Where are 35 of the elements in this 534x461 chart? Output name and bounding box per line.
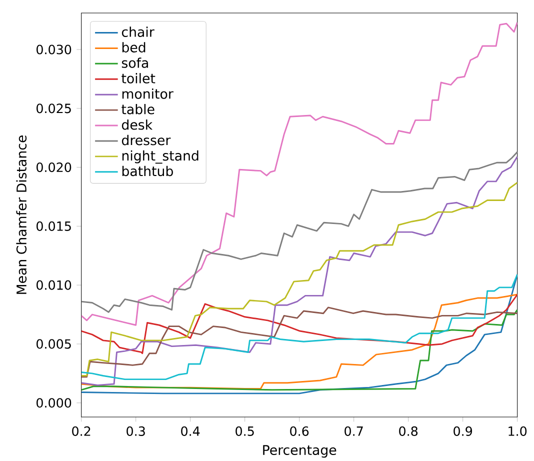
line-series — [81, 151, 518, 313]
legend-label: bathtub — [122, 166, 173, 176]
legend-label: monitor — [122, 88, 174, 99]
x-tick-label: 0.7 — [344, 426, 363, 436]
x-tick-label: 0.6 — [290, 426, 309, 436]
y-tick-label: 0.025 — [36, 104, 71, 114]
line-series — [81, 306, 518, 378]
legend-label: toilet — [122, 73, 156, 84]
x-tick-label: 0.9 — [454, 426, 472, 436]
y-tick-label: 0.000 — [36, 398, 72, 408]
x-tick-label: 0.8 — [399, 426, 418, 436]
line-series — [81, 294, 518, 390]
x-tick-label: 0.3 — [126, 426, 145, 436]
legend-label: sofa — [122, 58, 148, 68]
y-tick-label: 0.030 — [36, 44, 72, 54]
x-tick-label: 0.5 — [236, 426, 254, 436]
line-series — [81, 309, 518, 391]
y-tick-label: 0.015 — [36, 221, 71, 231]
line-series — [81, 182, 518, 377]
x-tick-label: 0.4 — [181, 426, 200, 436]
y-tick-label: 0.020 — [36, 162, 72, 172]
legend-label: chair — [122, 26, 154, 37]
legend-label: table — [122, 104, 154, 114]
legend-label: dresser — [122, 134, 171, 146]
legend-label: night_stand — [122, 150, 198, 164]
y-tick-label: 0.005 — [36, 339, 71, 349]
legend-label: desk — [122, 119, 153, 130]
line-series — [81, 294, 518, 354]
y-tick-label: 0.010 — [36, 280, 72, 290]
x-tick-label: 0.2 — [72, 426, 90, 436]
x-tick-label: 1.0 — [508, 426, 527, 436]
y-axis-title: Mean Chamfer Distance — [16, 135, 27, 294]
legend-label: bed — [122, 42, 146, 52]
line-series — [81, 22, 518, 326]
x-axis-title: Percentage — [263, 445, 336, 458]
